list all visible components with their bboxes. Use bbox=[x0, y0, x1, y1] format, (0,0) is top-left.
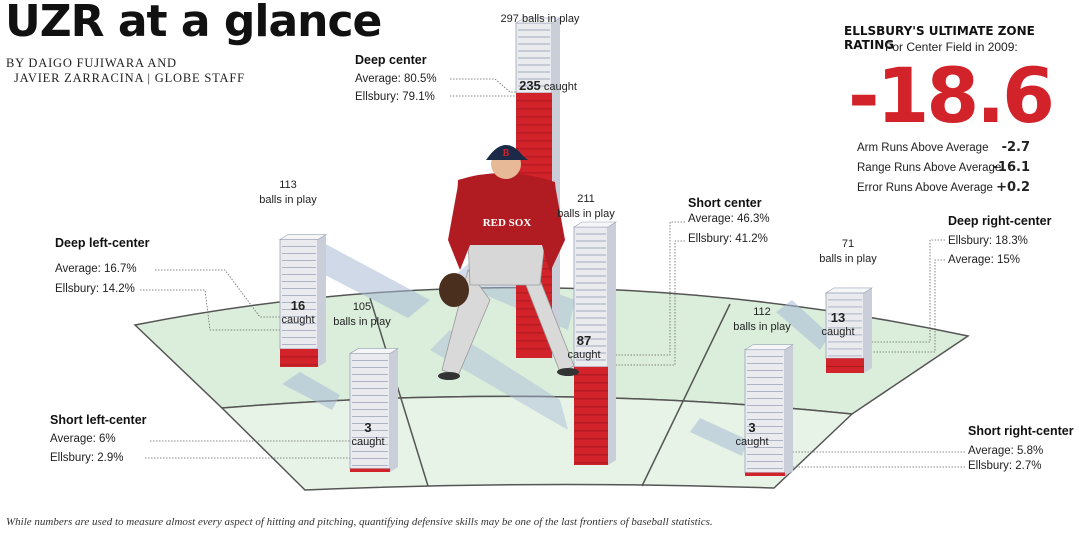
zone-name-deep-left-center: Deep left-center bbox=[55, 236, 150, 250]
range-runs-value: -16.1 bbox=[992, 160, 1030, 175]
bar-short-center-side bbox=[608, 222, 616, 465]
arm-runs-value: -2.7 bbox=[1001, 140, 1030, 155]
player-left-arm bbox=[448, 185, 470, 270]
balls-in-play-deep-left-center: 113 balls in play bbox=[259, 179, 317, 206]
zone-name-deep-center: Deep center bbox=[355, 53, 427, 67]
zone-ellsbury-deep-center: Ellsbury: 79.1% bbox=[355, 91, 435, 103]
caught-deep-left-center: 16 caught bbox=[281, 298, 315, 326]
balls-in-play-short-left-center: 105 balls in play bbox=[333, 301, 391, 328]
balls-in-play-deep-right-center: 71 balls in play bbox=[819, 238, 877, 265]
zone-name-short-center: Short center bbox=[688, 196, 762, 210]
zone-divider-right bbox=[641, 303, 731, 487]
caption: While numbers are used to measure almost… bbox=[6, 516, 713, 528]
zone-average-short-left-center: Average: 6% bbox=[50, 433, 116, 445]
player-cap bbox=[486, 145, 528, 160]
bar-short-center bbox=[572, 221, 618, 465]
bar-short-right-center-caught bbox=[745, 472, 785, 476]
player-figure: RED SOX B bbox=[438, 145, 579, 380]
balls-in-play-short-right-center: 112 balls in play bbox=[733, 306, 791, 333]
byline-line-2: JAVIER ZARRACINA | GLOBE STAFF bbox=[14, 71, 245, 85]
leader-short-center-ells bbox=[580, 240, 685, 366]
rating-title: ELLSBURY'S ULTIMATE ZONE RATING bbox=[844, 24, 1035, 52]
bar-deep-left-center bbox=[278, 234, 328, 367]
zone-ellsbury-short-left-center: Ellsbury: 2.9% bbox=[50, 452, 124, 464]
bar-deep-left-center-caught bbox=[280, 348, 318, 367]
zone-ellsbury-short-right-center: Ellsbury: 2.7% bbox=[968, 460, 1042, 472]
page-title: UZR at a glance bbox=[5, 0, 382, 47]
rating-subtitle: For Center Field in 2009: bbox=[885, 40, 1018, 54]
bar-deep-right-center-top bbox=[824, 287, 874, 294]
zone-divider-left bbox=[369, 297, 429, 487]
zone-average-deep-center: Average: 80.5% bbox=[355, 73, 437, 85]
shadow-deep-left-center bbox=[300, 240, 430, 318]
player-pants bbox=[467, 239, 546, 286]
leader-deep-left-avg bbox=[155, 269, 285, 318]
caught-short-right-center: 3 caught bbox=[735, 420, 769, 448]
bar-deep-right-center-balls-in-play bbox=[825, 292, 865, 359]
range-runs-label: Range Runs Above Average bbox=[857, 162, 1002, 174]
jersey-text: RED SOX bbox=[483, 217, 532, 229]
bar-short-left-center-caught bbox=[350, 468, 390, 472]
error-runs-label: Error Runs Above Average bbox=[857, 182, 993, 194]
zone-ellsbury-deep-left-center: Ellsbury: 14.2% bbox=[55, 283, 135, 295]
caught-short-center: 87 caught bbox=[567, 333, 601, 361]
bar-short-right-center-side bbox=[785, 344, 793, 476]
bar-deep-left-center-side bbox=[318, 234, 326, 367]
caught-deep-center: 235 caught bbox=[519, 78, 577, 93]
shadow-short-left-center bbox=[282, 372, 340, 410]
bar-deep-right-center bbox=[824, 287, 874, 373]
player-right-shoe bbox=[557, 368, 579, 376]
bar-short-right-center bbox=[743, 344, 795, 476]
bar-short-left-center-top bbox=[348, 348, 400, 354]
zone-average-deep-left-center: Average: 16.7% bbox=[55, 263, 137, 275]
bar-short-right-center-balls-in-play bbox=[744, 349, 786, 474]
bar-short-center-caught bbox=[574, 366, 608, 465]
zone-average-deep-right-center: Average: 15% bbox=[948, 254, 1021, 266]
bar-short-left-center bbox=[348, 348, 400, 472]
leader-deep-center-avg bbox=[450, 78, 518, 93]
bar-deep-left-center-balls-in-play bbox=[279, 239, 319, 350]
bar-deep-right-center-side bbox=[864, 287, 872, 373]
shadow-short-right-center bbox=[690, 418, 748, 456]
bar-short-right-center-top bbox=[743, 344, 795, 350]
zone-name-short-left-center: Short left-center bbox=[50, 413, 147, 427]
zone-name-short-right-center: Short right-center bbox=[968, 424, 1074, 438]
cap-letter: B bbox=[503, 148, 510, 159]
zone-average-short-right-center: Average: 5.8% bbox=[968, 445, 1044, 457]
zone-average-short-center: Average: 46.3% bbox=[688, 213, 770, 225]
leader-deep-left-ells bbox=[140, 289, 285, 331]
bar-deep-center-side bbox=[552, 18, 560, 358]
caught-short-left-center: 3 caught bbox=[351, 420, 385, 448]
byline-line-1: BY DAIGO FUJIWARA AND bbox=[6, 56, 177, 70]
leader-deep-right-ells bbox=[858, 239, 945, 343]
uzr-value: -18.6 bbox=[848, 51, 1055, 140]
balls-in-play-deep-center: 297 balls in play bbox=[500, 13, 580, 25]
shadow-deep-right-center bbox=[776, 300, 830, 350]
bar-short-left-center-balls-in-play bbox=[349, 353, 391, 470]
bar-deep-right-center-caught bbox=[826, 358, 864, 373]
caught-deep-right-center: 13 caught bbox=[821, 310, 855, 338]
bar-deep-center-top bbox=[514, 17, 562, 24]
zone-name-deep-right-center: Deep right-center bbox=[948, 214, 1052, 228]
leader-short-center-avg bbox=[580, 221, 685, 356]
bar-short-center-top bbox=[572, 221, 618, 228]
zone-ellsbury-deep-right-center: Ellsbury: 18.3% bbox=[948, 235, 1028, 247]
player-left-shoe bbox=[438, 372, 460, 380]
bar-short-left-center-side bbox=[390, 348, 398, 472]
arm-runs-label: Arm Runs Above Average bbox=[857, 142, 989, 154]
error-runs-value: +0.2 bbox=[996, 180, 1030, 195]
bar-deep-left-center-top bbox=[278, 234, 328, 240]
player-right-arm bbox=[542, 185, 565, 272]
zone-ellsbury-short-center: Ellsbury: 41.2% bbox=[688, 233, 768, 245]
player-glove bbox=[439, 273, 469, 307]
balls-in-play-short-center: 211 balls in play bbox=[557, 193, 615, 220]
player-jersey bbox=[455, 172, 560, 245]
